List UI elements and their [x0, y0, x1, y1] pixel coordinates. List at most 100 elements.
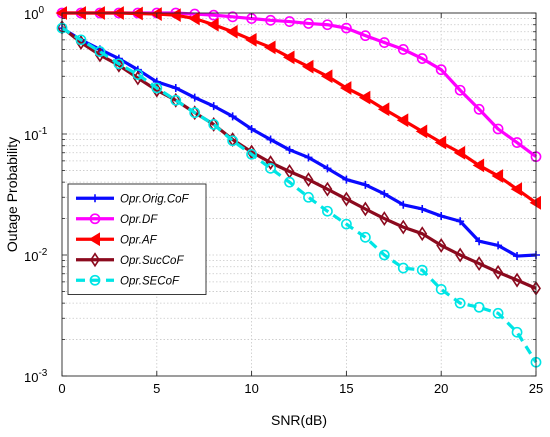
series-opr-secof-marker [473, 301, 485, 313]
series-opr-df-marker [492, 123, 504, 135]
series-opr-succof-marker [75, 35, 86, 50]
series-opr-secof-marker [265, 162, 276, 174]
series-opr-df-marker [359, 30, 371, 42]
series-opr-secof-marker [208, 119, 220, 130]
legend-opr-orig-cof-label: Opr.Orig.CoF [120, 193, 190, 205]
series-opr-succof-marker [208, 116, 219, 132]
series-opr-df-marker [284, 16, 295, 27]
legend-opr-orig-cof-marker [91, 194, 99, 203]
y-tick-label: 100 [24, 5, 44, 22]
series-opr-df-marker [265, 14, 276, 26]
x-tick-label: 5 [153, 381, 160, 396]
series-opr-secof-marker [246, 148, 257, 160]
series-opr-secof-marker [189, 107, 201, 119]
series-opr-af-marker [264, 40, 276, 55]
series-opr-secof-marker [113, 58, 125, 70]
series-opr-af-marker [169, 8, 181, 23]
series-opr-succof-marker [360, 201, 371, 217]
series-opr-orig-cof-marker [513, 252, 522, 261]
legend-opr-succof-label: Opr.SucCoF [120, 255, 184, 267]
series-opr-succof-marker [303, 172, 314, 188]
series-opr-secof-marker [94, 46, 106, 57]
series-opr-orig-cof-marker [399, 200, 408, 209]
series-opr-orig-cof-marker [247, 124, 256, 133]
series-opr-df-marker [227, 11, 239, 23]
x-tick-label: 15 [339, 381, 353, 396]
legend-opr-af-marker [88, 232, 100, 247]
legend-opr-df-label: Opr.DF [120, 214, 158, 226]
y-axis-label: Outage Probability [4, 137, 20, 252]
x-tick-label: 10 [244, 381, 258, 396]
series-opr-af-marker [529, 195, 541, 210]
series-opr-af-marker [415, 124, 428, 139]
series-opr-secof-marker [151, 82, 163, 94]
series-opr-df-marker [378, 37, 390, 48]
series-opr-af-marker [283, 50, 295, 65]
series-opr-af-marker [302, 59, 314, 74]
series-opr-df-marker [340, 22, 352, 34]
series-opr-secof-marker [75, 34, 87, 46]
series-opr-succof-marker [151, 82, 162, 98]
series-opr-succof-marker [170, 92, 181, 108]
series-opr-af-marker [150, 7, 162, 21]
legend-opr-af-label: Opr.AF [120, 234, 158, 246]
series-opr-orig-cof-marker [285, 145, 294, 154]
series-opr-af-marker [339, 81, 352, 95]
series-opr-orig-cof-marker [494, 241, 503, 250]
series-opr-af-marker [377, 102, 390, 117]
series-opr-succof-marker [341, 191, 352, 207]
series-opr-df-marker [322, 19, 333, 31]
tick-labels: 0 5 10 15 20 25 10-3 10-2 10-1 100 [24, 5, 543, 396]
series-opr-succof-marker [436, 237, 447, 253]
series-opr-af-marker [453, 145, 466, 160]
series-opr-succof-marker [493, 264, 504, 280]
series-opr-succof-marker [379, 211, 390, 227]
series-opr-orig-cof-marker [171, 83, 180, 92]
series-opr-secof-marker [511, 326, 523, 338]
series-opr-af-marker [491, 169, 504, 183]
legend-opr-secof-marker [89, 274, 101, 286]
series-opr-orig-cof-marker [304, 153, 313, 162]
series-opr-af-marker [510, 182, 523, 197]
series-opr-secof-marker [322, 205, 333, 217]
series-opr-orig-cof-marker [380, 189, 389, 198]
series-opr-af-marker [358, 90, 371, 105]
series-opr-orig-cof-marker [190, 93, 199, 102]
series-opr-succof-marker [265, 155, 276, 171]
series-opr-secof-marker [303, 191, 314, 203]
series-opr-secof-marker [132, 69, 144, 80]
y-tick-label: 10-1 [24, 126, 48, 143]
series-opr-succof-marker [512, 272, 523, 288]
series-opr-orig-cof-marker [266, 135, 275, 144]
series-opr-orig-cof-marker [323, 164, 332, 173]
y-tick-label: 10-2 [24, 247, 48, 264]
series-opr-df-marker [208, 9, 220, 21]
series-layer [55, 6, 542, 368]
series-opr-df-marker [397, 44, 409, 55]
x-tick-label: 25 [529, 381, 543, 396]
legend-opr-succof-marker [90, 252, 100, 268]
series-opr-secof-line [61, 26, 538, 364]
series-opr-orig-cof-marker [475, 237, 484, 246]
series-opr-orig-cof-marker [456, 217, 465, 226]
series-opr-secof-marker [359, 231, 371, 243]
x-axis-label: SNR(dB) [271, 412, 327, 428]
y-tick-label: 10-3 [24, 368, 48, 385]
series-opr-df-marker [435, 64, 447, 76]
series-opr-df-marker [416, 53, 428, 64]
plot-frame [61, 12, 537, 377]
series-opr-df-marker [454, 84, 466, 96]
series-opr-af [55, 6, 541, 210]
series-opr-orig-cof-marker [209, 102, 218, 111]
series-opr-secof-marker [378, 249, 390, 261]
series-opr-df-marker [473, 103, 485, 115]
axes-frame [61, 12, 537, 377]
series-opr-af-marker [188, 11, 200, 26]
series-opr-secof-marker [454, 297, 466, 309]
series-opr-orig-cof-marker [437, 212, 446, 221]
series-opr-succof-marker [474, 256, 485, 271]
series-opr-secof-marker [492, 307, 504, 319]
series-opr-secof-marker [227, 135, 239, 147]
x-tick-label: 20 [434, 381, 448, 396]
